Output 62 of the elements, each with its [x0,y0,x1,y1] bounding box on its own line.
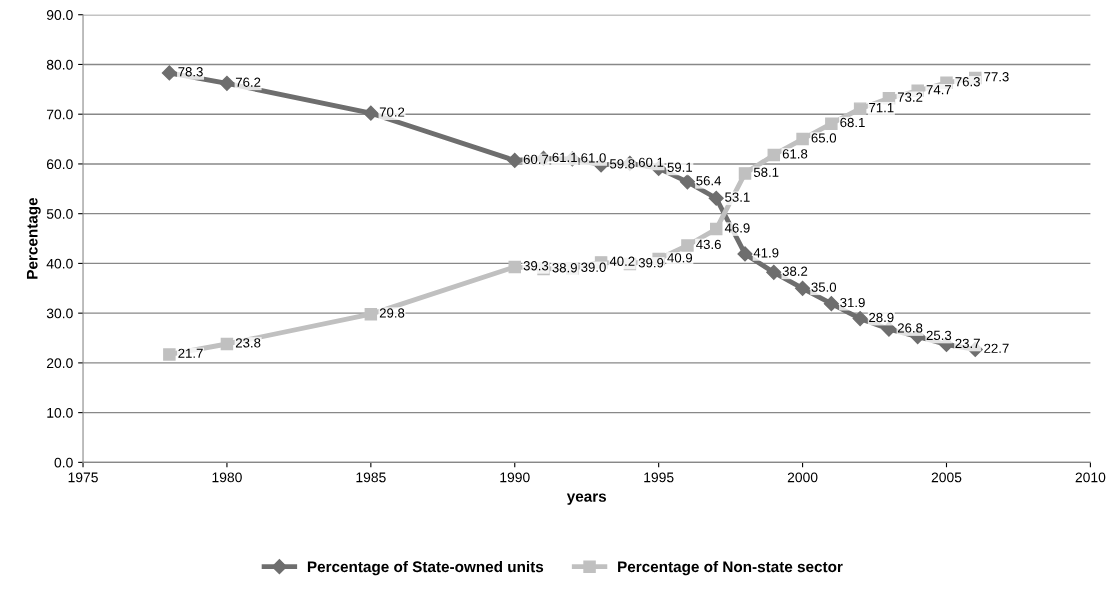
data-label: 23.7 [955,338,980,349]
data-label: 53.1 [725,192,750,202]
data-label: 39.0 [581,262,606,272]
y-tick-label: 40.0 [46,258,73,269]
data-label: 61.1 [552,152,577,163]
x-tick-label: 2010 [1075,472,1106,483]
data-label: 74.7 [926,85,952,95]
data-label: 46.9 [724,223,750,233]
data-label: 28.9 [869,312,894,323]
data-label: 70.2 [379,107,405,117]
y-tick-label: 50.0 [46,209,73,219]
y-tick-label: 70.0 [46,109,73,120]
x-tick-label: 2000 [787,472,818,483]
x-tick-label: 1980 [212,472,242,483]
data-label: 26.8 [897,323,923,333]
data-label: 59.1 [667,162,693,172]
legend-label: Percentage of State-owned units [307,560,544,576]
x-tick-label: 1990 [500,472,530,483]
data-label: 61.8 [782,149,808,159]
data-label: 61.0 [581,153,606,163]
y-tick-label: 0.0 [54,457,73,468]
x-tick-label: 1995 [644,472,674,483]
data-label: 76.3 [955,77,980,87]
data-label: 31.9 [840,297,865,308]
data-label: 40.2 [609,256,635,266]
data-label: 73.2 [897,92,923,102]
y-tick-label: 80.0 [46,59,73,70]
data-label: 43.6 [696,239,721,250]
data-label: 29.8 [379,308,405,318]
data-label: 21.7 [178,348,203,358]
x-axis-title: years [566,493,607,505]
data-label: 59.8 [609,159,635,169]
y-axis-title: Percentage [26,197,41,279]
y-tick-label: 10.0 [47,407,73,418]
data-label: 71.1 [869,103,894,113]
data-label: 76.2 [235,77,261,87]
data-label: 38.2 [782,266,808,276]
data-label: 60.7 [523,154,549,164]
data-label: 77.3 [984,72,1009,82]
y-tick-label: 60.0 [46,159,73,170]
data-label: 23.8 [235,338,261,348]
data-label: 78.3 [178,67,203,77]
data-label: 38.9 [552,263,577,273]
data-label: 39.9 [638,258,664,268]
data-label: 41.9 [753,248,779,258]
data-label: 56.4 [696,176,722,186]
data-label: 40.9 [667,253,693,263]
data-label: 65.0 [811,133,837,143]
data-label: 58.1 [753,167,779,177]
data-label: 39.3 [523,261,549,271]
y-tick-label: 30.0 [46,308,73,319]
y-tick-label: 20.0 [46,358,73,369]
y-tick-label: 90.0 [46,10,73,20]
x-tick-label: 1975 [68,472,98,483]
x-tick-label: 1985 [356,472,386,483]
data-label: 25.3 [926,330,952,341]
data-label: 68.1 [840,117,865,128]
legend-label: Percentage of Non-state sector [618,560,843,576]
data-label: 60.1 [638,157,664,167]
data-label: 22.7 [984,343,1009,353]
x-tick-label: 2005 [931,472,962,483]
data-label: 35.0 [811,282,837,292]
